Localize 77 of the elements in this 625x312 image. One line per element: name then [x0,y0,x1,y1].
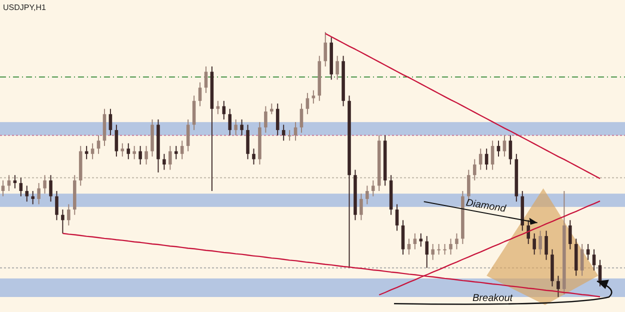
annotation: Breakout [472,292,514,304]
candlestick [366,185,369,205]
candlestick [120,142,124,158]
candlestick [37,182,40,205]
candlestick [508,134,512,165]
candlestick [300,103,304,134]
candlestick [372,180,375,197]
candlestick [443,244,446,256]
candlestick [222,100,226,120]
candlestick [108,108,112,136]
candlestick [240,118,244,136]
candlestick [144,145,148,165]
candlestick [360,193,363,221]
candlestick [186,118,190,152]
candlestick [264,106,268,134]
candlestick [568,220,572,250]
candlestick [324,32,328,67]
candlestick [31,190,34,205]
candlestick [502,134,506,158]
candlestick [401,220,405,256]
candlestick [132,145,136,160]
candlestick [55,190,58,221]
candlestick [198,82,202,107]
candlestick [282,124,286,142]
candlestick [25,185,29,202]
candlestick [484,148,488,170]
candlestick [312,90,316,104]
candlestick [592,248,596,271]
chart-title: USDJPY,H1 [3,3,47,12]
candlestick [490,140,494,170]
candlestick [532,232,536,256]
candlestick [407,238,411,256]
candlestick [162,153,166,170]
candlestick [276,103,280,136]
candlestick [96,134,100,154]
candlestick [544,230,548,260]
candlestick [478,148,482,170]
candlestick [580,244,584,276]
candlestick [413,232,417,250]
candlestick [496,140,500,158]
candlestick [526,220,530,244]
candlestick [472,158,476,181]
candlestick [126,142,130,160]
candlestick [598,259,602,287]
candlestick [174,145,178,160]
candlestick [538,230,542,256]
candlestick [114,124,118,158]
candlestick [1,180,5,197]
annotation: Diamond [465,198,507,215]
candlestick [425,236,429,268]
candlestick [168,145,172,170]
candlestick [419,232,423,248]
candlestick [192,95,196,131]
candlestick [449,238,452,256]
candlestick [252,148,256,165]
candlestick [246,124,250,160]
candlestick [336,55,339,80]
candlestick [395,204,399,232]
candlestick [67,204,70,226]
candlestick [61,209,64,234]
candlestick [437,244,440,256]
candlestick [19,177,23,197]
candlestick [43,174,46,194]
candlestick [234,118,238,136]
candlestick [288,130,292,142]
candlestick [270,103,274,115]
candlestick [138,145,142,165]
candlestick [228,108,232,136]
candlestick [216,100,220,115]
candlestick [431,244,434,260]
candlestick [49,174,52,202]
candlestick [306,92,310,115]
candlestick [294,122,298,142]
candlestick [90,142,94,160]
candlestick [455,232,458,250]
candlestick [180,140,184,160]
candlestick [556,275,560,298]
